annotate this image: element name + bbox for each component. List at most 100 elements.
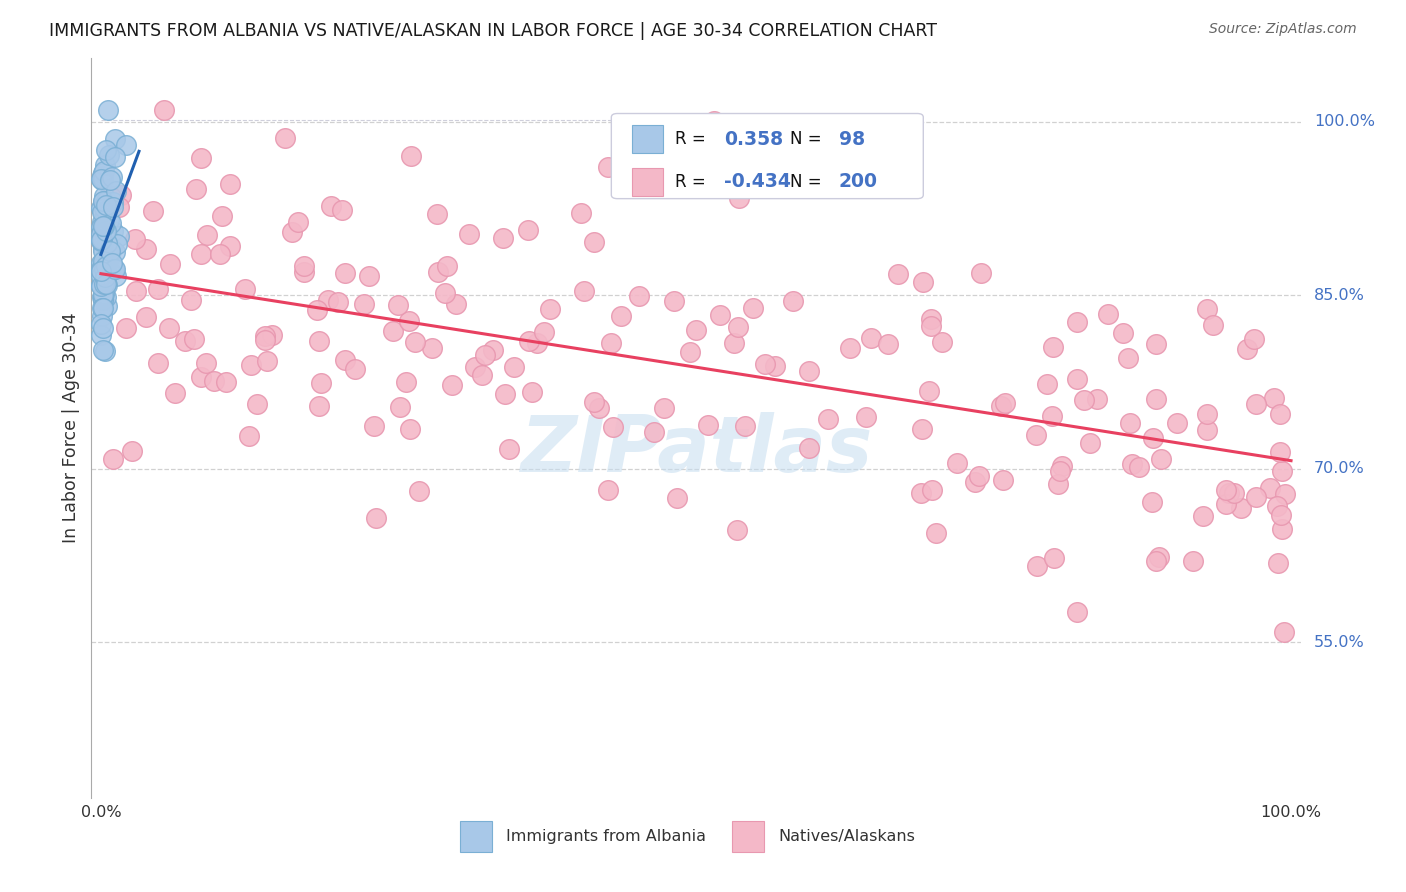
FancyBboxPatch shape [631, 126, 664, 153]
Point [94, 217, 117, 231]
Point [440, 378, 463, 392]
Point [309, 376, 332, 390]
Point [316, 293, 339, 307]
Point [970, 266, 993, 280]
Point [96, 299, 118, 313]
Point [292, 259, 315, 273]
Point [98, 213, 121, 227]
Point [135, 310, 157, 325]
Point [994, 396, 1017, 410]
Point [90, 262, 112, 277]
Point [925, 526, 948, 541]
FancyBboxPatch shape [612, 113, 924, 199]
Point [782, 293, 804, 308]
Point [436, 259, 458, 273]
Point [946, 456, 969, 470]
Point [96, 235, 118, 250]
Point [533, 326, 555, 340]
Point [498, 442, 520, 457]
Point [91, 236, 114, 251]
Point [665, 491, 688, 506]
Point [1215, 483, 1237, 498]
Point [148, 356, 170, 370]
Point [991, 473, 1014, 487]
Point [104, 245, 127, 260]
Point [326, 295, 349, 310]
Point [1263, 392, 1285, 406]
Point [308, 399, 330, 413]
Point [202, 374, 225, 388]
Point [572, 284, 595, 298]
Point [97, 148, 120, 162]
Point [97, 241, 120, 255]
Point [366, 511, 388, 525]
Point [1112, 326, 1135, 341]
Point [727, 319, 749, 334]
Point [93, 171, 115, 186]
Point [93, 301, 115, 316]
Point [93, 219, 115, 233]
Point [93, 254, 115, 268]
Point [1040, 409, 1063, 423]
Point [569, 205, 592, 219]
Point [94, 143, 117, 157]
Point [93, 287, 115, 301]
Point [173, 334, 195, 348]
Point [190, 247, 212, 261]
Point [93, 277, 115, 292]
Point [100, 190, 122, 204]
Point [91, 194, 114, 208]
Point [457, 227, 479, 242]
Point [281, 225, 304, 239]
Point [333, 352, 356, 367]
Point [90, 278, 112, 293]
Point [911, 422, 934, 436]
Point [93, 257, 115, 271]
Point [582, 235, 605, 250]
Point [94, 277, 117, 292]
Point [353, 296, 375, 310]
Point [1116, 351, 1139, 365]
Text: ZIPatlas: ZIPatlas [520, 412, 872, 489]
Point [1042, 340, 1064, 354]
Point [887, 267, 910, 281]
Point [308, 334, 330, 348]
Point [90, 309, 112, 323]
Point [1043, 550, 1066, 565]
Point [233, 282, 256, 296]
Point [1243, 332, 1265, 346]
Point [90, 233, 112, 247]
Point [104, 268, 127, 283]
Point [94, 343, 117, 358]
Point [90, 214, 112, 228]
Point [723, 335, 745, 350]
Point [1236, 342, 1258, 356]
Point [920, 311, 942, 326]
Point [920, 318, 942, 333]
Point [94, 257, 117, 271]
Point [93, 219, 115, 233]
Point [855, 410, 877, 425]
Point [319, 199, 342, 213]
Point [97, 254, 120, 268]
Point [1182, 554, 1205, 568]
Point [107, 200, 129, 214]
Point [1197, 423, 1219, 437]
Point [115, 137, 138, 152]
Point [91, 194, 114, 209]
Point [209, 247, 232, 261]
Point [1166, 416, 1188, 430]
Point [101, 256, 124, 270]
Point [1244, 490, 1267, 504]
Point [1270, 407, 1292, 421]
Text: R =: R = [675, 130, 706, 148]
Point [94, 224, 117, 238]
Point [93, 292, 115, 306]
Text: 70.0%: 70.0% [1313, 461, 1365, 476]
Point [90, 234, 112, 248]
Point [211, 209, 233, 223]
Point [492, 231, 515, 245]
Point [103, 195, 125, 210]
FancyBboxPatch shape [460, 821, 492, 852]
Point [93, 158, 115, 172]
